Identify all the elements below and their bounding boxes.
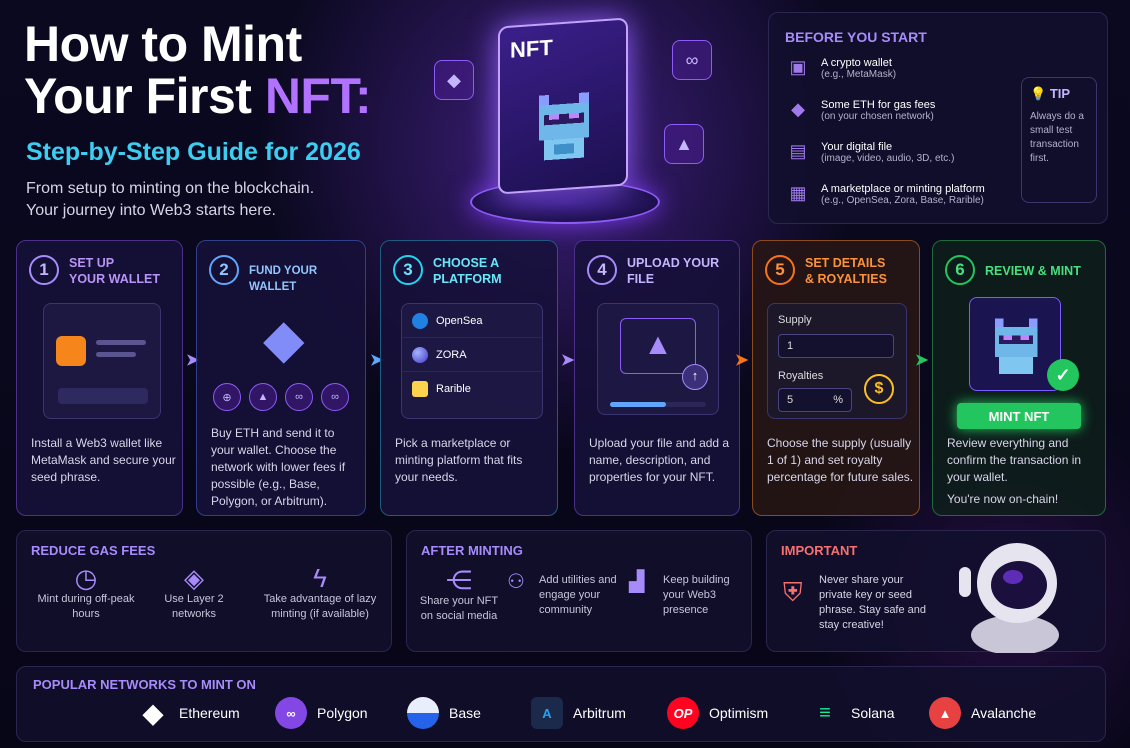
- wallet-icon: ▣: [789, 57, 807, 77]
- ethereum-icon: ◆: [263, 309, 305, 369]
- important-panel: IMPORTANT ⛨ Never share your private key…: [766, 530, 1106, 653]
- lightning-icon: ϟ: [313, 563, 327, 593]
- step-card-6: 6 REVIEW & MINT ✓ MINT NFT Review everyt…: [932, 240, 1106, 516]
- rarible-icon: [412, 381, 428, 397]
- zora-icon: [412, 346, 428, 363]
- coin-icon: $: [864, 374, 894, 404]
- arrow-right-icon: ➤: [735, 352, 749, 369]
- shield-icon: ⛨: [783, 577, 803, 607]
- list-item: ▦ A marketplace or minting platform (e.g.,…: [787, 183, 984, 206]
- arrow-right-icon: ➤: [561, 352, 575, 369]
- network-optimism: OP Optimism: [667, 697, 768, 729]
- step-card-5: 5 SET DETAILS & ROYALTIES Supply 1 Royal…: [752, 240, 920, 516]
- astronaut-icon: [959, 543, 1059, 653]
- royalties-field[interactable]: 5%: [778, 388, 852, 412]
- avalanche-logo-icon: ▲: [929, 697, 961, 729]
- network-polygon: ∞ Polygon: [275, 697, 368, 729]
- wallet-mockup: [43, 303, 161, 419]
- image-cube-icon: ▲: [664, 124, 704, 164]
- base-network-icon: ⊕: [213, 383, 241, 411]
- polygon-network-icon: ∞: [285, 383, 313, 411]
- page-title: How to Mint Your First NFT:: [24, 16, 372, 124]
- page-subtitle: Step-by-Step Guide for 2026: [26, 138, 361, 166]
- after-minting-panel: AFTER MINTING ⋲ Share your NFT on social …: [406, 530, 752, 652]
- community-icon: ⚇: [507, 571, 525, 593]
- network-avalanche: ▲ Avalanche: [929, 697, 1036, 729]
- details-form: Supply 1 Royalties 5% $: [767, 303, 907, 419]
- arbitrum-logo-icon: A: [531, 697, 563, 729]
- ethereum-cube-icon: ◆: [434, 60, 474, 100]
- tip-box: 💡 TIP Always do a small test transaction…: [1021, 77, 1097, 203]
- list-item: ▣ A crypto wallet (e.g., MetaMask): [787, 57, 896, 80]
- file-icon: ▤: [789, 141, 807, 161]
- step-card-3: 3 CHOOSE A PLATFORM OpenSea ZORA Rarible…: [380, 240, 558, 516]
- list-item: ▤ Your digital file (image, video, audio, …: [787, 141, 954, 164]
- network-base: Base: [407, 697, 481, 729]
- link-cube-icon: ∞: [672, 40, 712, 80]
- store-icon: ▦: [789, 183, 807, 203]
- metamask-fox-icon: [56, 336, 86, 366]
- step-card-4: 4 UPLOAD YOUR FILE ▲ ↑ Upload your file …: [574, 240, 740, 516]
- reduce-gas-panel: REDUCE GAS FEES ◷ Mint during off-peak ho…: [16, 530, 392, 652]
- growth-chart-icon: ▟: [629, 571, 645, 593]
- gas-tip: ◷ Mint during off-peak hours: [31, 563, 141, 622]
- upload-arrow-icon: ↑: [682, 364, 708, 390]
- solana-logo-icon: ≡: [819, 701, 831, 724]
- after-tip: ▟ Keep building your Web3 presence: [629, 571, 730, 616]
- platform-rarible[interactable]: Rarible: [402, 372, 542, 406]
- image-icon: ▲: [620, 318, 696, 374]
- platform-zora[interactable]: ZORA: [402, 338, 542, 372]
- supply-field[interactable]: 1: [778, 334, 894, 358]
- after-tip: ⚇ Add utilities and engage your community: [507, 571, 617, 616]
- after-tip: ⋲ Share your NFT on social media: [417, 565, 501, 624]
- opensea-icon: [412, 312, 428, 329]
- pixel-cat-icon: [994, 318, 1038, 374]
- step-card-1: 1 SET UP YOUR WALLET Install a Web3 wall…: [16, 240, 183, 516]
- network-ethereum: ◆ Ethereum: [137, 697, 240, 729]
- optimism-logo-icon: OP: [667, 697, 699, 729]
- gas-tip: ◈ Use Layer 2 networks: [149, 563, 239, 622]
- page-description: From setup to minting on the blockchain.…: [26, 180, 315, 219]
- check-icon: ✓: [1047, 359, 1079, 391]
- upload-progress: [610, 402, 706, 407]
- ethereum-icon: ◆: [791, 99, 805, 119]
- arrow-right-icon: ➤: [915, 352, 929, 369]
- hero-nft-card: NFT: [498, 17, 628, 195]
- polygon-logo-icon: ∞: [275, 697, 307, 729]
- platform-opensea[interactable]: OpenSea: [402, 304, 542, 338]
- networks-panel: POPULAR NETWORKS TO MINT ON ◆ Ethereum ∞ P…: [16, 666, 1106, 742]
- share-icon: ⋲: [446, 565, 472, 595]
- list-item: ◆ Some ETH for gas fees (on your chosen ne…: [787, 99, 935, 122]
- lightbulb-icon: 💡: [1030, 86, 1047, 101]
- before-you-start-panel: BEFORE YOU START ▣ A crypto wallet (e.g., …: [768, 12, 1108, 224]
- network-solana: ≡ Solana: [809, 697, 894, 729]
- base-logo-icon: [407, 697, 439, 729]
- layers-icon: ◈: [184, 563, 204, 593]
- chain-network-icon: ∞: [321, 383, 349, 411]
- platform-list: OpenSea ZORA Rarible: [401, 303, 543, 419]
- pixel-cat-icon: [539, 92, 589, 161]
- ethereum-logo-icon: ◆: [143, 697, 163, 728]
- upload-box[interactable]: ▲ ↑: [597, 303, 719, 415]
- network-arbitrum: A Arbitrum: [531, 697, 626, 729]
- gas-tip: ϟ Take advantage of lazy minting (if avai…: [257, 563, 383, 622]
- before-title: BEFORE YOU START: [785, 29, 927, 45]
- nft-label: NFT: [510, 34, 553, 63]
- avalanche-network-icon: ▲: [249, 383, 277, 411]
- clock-icon: ◷: [74, 563, 98, 593]
- step-card-2: 2 FUND YOUR WALLET ◆ ⊕ ▲ ∞ ∞ Buy ETH and…: [196, 240, 366, 516]
- nft-preview: [969, 297, 1061, 391]
- mint-nft-button[interactable]: MINT NFT: [957, 403, 1081, 429]
